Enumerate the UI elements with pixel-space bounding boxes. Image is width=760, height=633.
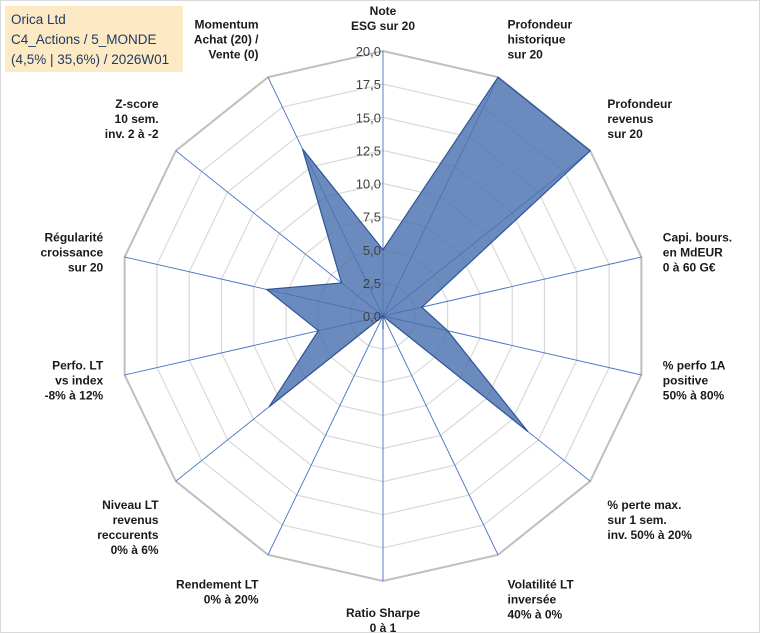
- axis-label-line: historique: [508, 32, 566, 46]
- radial-tick-label: 5,0: [363, 243, 381, 258]
- axis-label-line: Vente (0): [208, 47, 258, 61]
- axis-label-line: % perfo 1A: [663, 358, 726, 372]
- axis-label-line: Niveau LT: [102, 498, 159, 512]
- chart-title-box: Orica Ltd C4_Actions / 5_MONDE (4,5% | 3…: [5, 6, 183, 72]
- axis-label: Ratio Sharpe 0 à 1: [346, 606, 420, 632]
- axis-label-line: 40% à 0%: [508, 608, 563, 622]
- radial-tick-label: 0,0: [363, 309, 381, 324]
- radar-series: [265, 76, 592, 433]
- axis-label: Momentum Achat (20) / Vente (0): [194, 17, 259, 61]
- axis-label-line: sur 20: [508, 47, 544, 61]
- axis-label: Volatilité LT inversée 40% à 0%: [508, 578, 575, 622]
- axis-label-line: Z-score: [115, 97, 159, 111]
- axis-label: Note ESG sur 20: [351, 4, 415, 33]
- axis-label-line: Régularité: [45, 231, 104, 245]
- axis-label-line: Perfo. LT: [52, 358, 104, 372]
- axis-label-line: vs index: [55, 373, 103, 387]
- axis-label-line: reccurents: [97, 528, 159, 542]
- radial-tick-label: 2,5: [363, 276, 381, 291]
- axis-label: % perte max. sur 1 sem. inv. 50% à 20%: [607, 498, 692, 542]
- axis-label: Niveau LT revenus reccurents 0% à 6%: [97, 498, 159, 557]
- axis-label-line: sur 20: [68, 261, 104, 275]
- axis-label-line: inv. 50% à 20%: [607, 528, 692, 542]
- radial-tick-label: 7,5: [363, 210, 381, 225]
- axis-labels: Note ESG sur 20 Profondeur historique sur 20…: [40, 4, 732, 632]
- radial-tick-label: 20,0: [356, 44, 381, 59]
- radial-tick-label: 12,5: [356, 143, 381, 158]
- axis-label-line: 0 à 60 G€: [663, 261, 716, 275]
- axis-label-line: Ratio Sharpe: [346, 606, 420, 620]
- axis-label-line: 0 à 1: [370, 621, 397, 632]
- axis-label: Régularité croissance sur 20: [40, 231, 103, 275]
- axis-label-line: sur 20: [607, 127, 643, 141]
- axis-label-line: revenus: [113, 513, 159, 527]
- axis-label: Capi. bours. en MdEUR 0 à 60 G€: [663, 231, 732, 275]
- axis-label-line: 0% à 20%: [204, 593, 259, 607]
- axis-label-line: ESG sur 20: [351, 19, 415, 33]
- axis-spoke: [382, 315, 499, 555]
- axis-label-line: Achat (20) /: [194, 32, 259, 46]
- axis-label-line: -8% à 12%: [44, 388, 103, 402]
- axis-label: Rendement LT 0% à 20%: [176, 578, 259, 607]
- axis-label: Profondeur historique sur 20: [508, 17, 573, 61]
- axis-label-line: % perte max.: [607, 498, 681, 512]
- axis-label-line: croissance: [40, 246, 103, 260]
- portfolio-path: C4_Actions / 5_MONDE: [11, 32, 157, 47]
- axis-label: % perfo 1A positive 50% à 80%: [663, 358, 726, 402]
- portfolio-stats: (4,5% | 35,6%) / 2026W01: [11, 52, 170, 67]
- axis-label-line: inv. 2 à -2: [105, 127, 159, 141]
- axis-label-line: sur 1 sem.: [607, 513, 666, 527]
- axis-spoke: [267, 315, 384, 555]
- radial-tick-label: 17,5: [356, 77, 381, 92]
- axis-label-line: 10 sem.: [115, 112, 159, 126]
- radial-tick-label: 10,0: [356, 177, 381, 192]
- axis-label-line: inversée: [508, 593, 557, 607]
- axis-label-line: Momentum: [195, 17, 259, 31]
- series-area: [265, 76, 592, 433]
- axis-label-line: en MdEUR: [663, 246, 723, 260]
- axis-label-line: positive: [663, 373, 709, 387]
- axis-label-line: Volatilité LT: [508, 578, 575, 592]
- axis-label-line: 50% à 80%: [663, 388, 725, 402]
- axis-label: Perfo. LT vs index -8% à 12%: [44, 358, 103, 402]
- axis-label-line: Rendement LT: [176, 578, 259, 592]
- axis-label-line: 0% à 6%: [111, 543, 159, 557]
- axis-spoke: [382, 256, 642, 317]
- radial-tick-label: 15,0: [356, 110, 381, 125]
- axis-label: Z-score 10 sem. inv. 2 à -2: [105, 97, 159, 141]
- axis-label-line: Note: [370, 4, 397, 18]
- axis-label-line: Profondeur: [607, 97, 672, 111]
- radial-tick-labels: 0,0 2,5 5,0 7,5 10,0 12,5 15,0 17,5 20,0: [356, 44, 381, 324]
- axis-label-line: revenus: [607, 112, 653, 126]
- axis-label-line: Profondeur: [508, 17, 573, 31]
- axis-label-line: Capi. bours.: [663, 231, 732, 245]
- axis-label: Profondeur revenus sur 20: [607, 97, 672, 141]
- company-name: Orica Ltd: [11, 12, 66, 27]
